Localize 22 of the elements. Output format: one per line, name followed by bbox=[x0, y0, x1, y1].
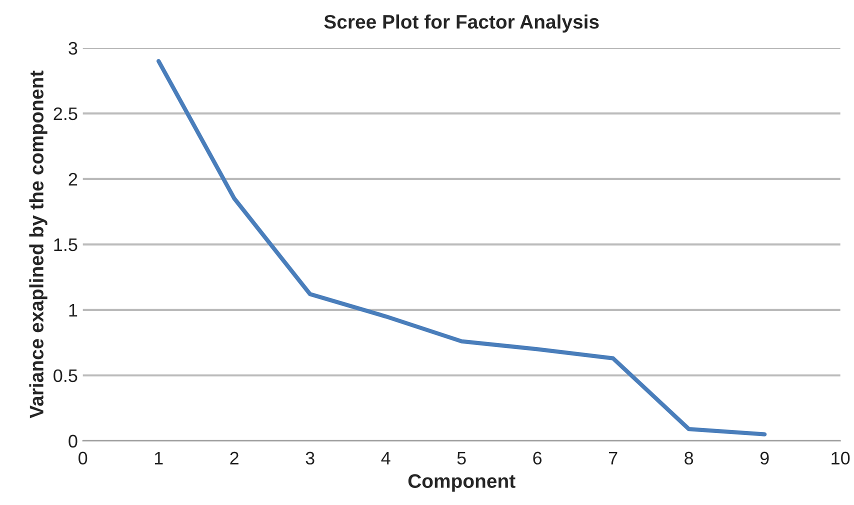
x-tick-label: 8 bbox=[684, 452, 694, 465]
chart-title: Scree Plot for Factor Analysis bbox=[324, 14, 599, 33]
y-tick-label: 2 bbox=[68, 172, 78, 186]
x-tick-label: 5 bbox=[457, 452, 466, 465]
y-tick-label: 2.5 bbox=[54, 107, 78, 120]
line-series bbox=[156, 58, 767, 436]
x-tick-label: 4 bbox=[381, 452, 390, 464]
y-tick-label: 0.5 bbox=[54, 369, 78, 382]
x-tick-label: 6 bbox=[533, 452, 542, 465]
x-tick-label: 7 bbox=[608, 452, 618, 464]
x-tick-label: 10 bbox=[832, 452, 850, 465]
y-tick-label: 3 bbox=[68, 42, 78, 55]
y-tick-label: 0 bbox=[68, 434, 78, 448]
x-tick-label: 0 bbox=[78, 452, 88, 465]
y-axis-title: Variance exaplined by the component bbox=[29, 70, 48, 418]
x-axis-title: Component bbox=[408, 474, 516, 492]
y-tick-label: 1 bbox=[69, 304, 78, 316]
y-tick-label: 1.5 bbox=[54, 238, 78, 252]
x-tick-label: 9 bbox=[760, 452, 769, 465]
x-tick-label: 1 bbox=[154, 452, 163, 464]
x-tick-label: 2 bbox=[230, 452, 238, 464]
x-tick-label: 3 bbox=[306, 452, 314, 465]
